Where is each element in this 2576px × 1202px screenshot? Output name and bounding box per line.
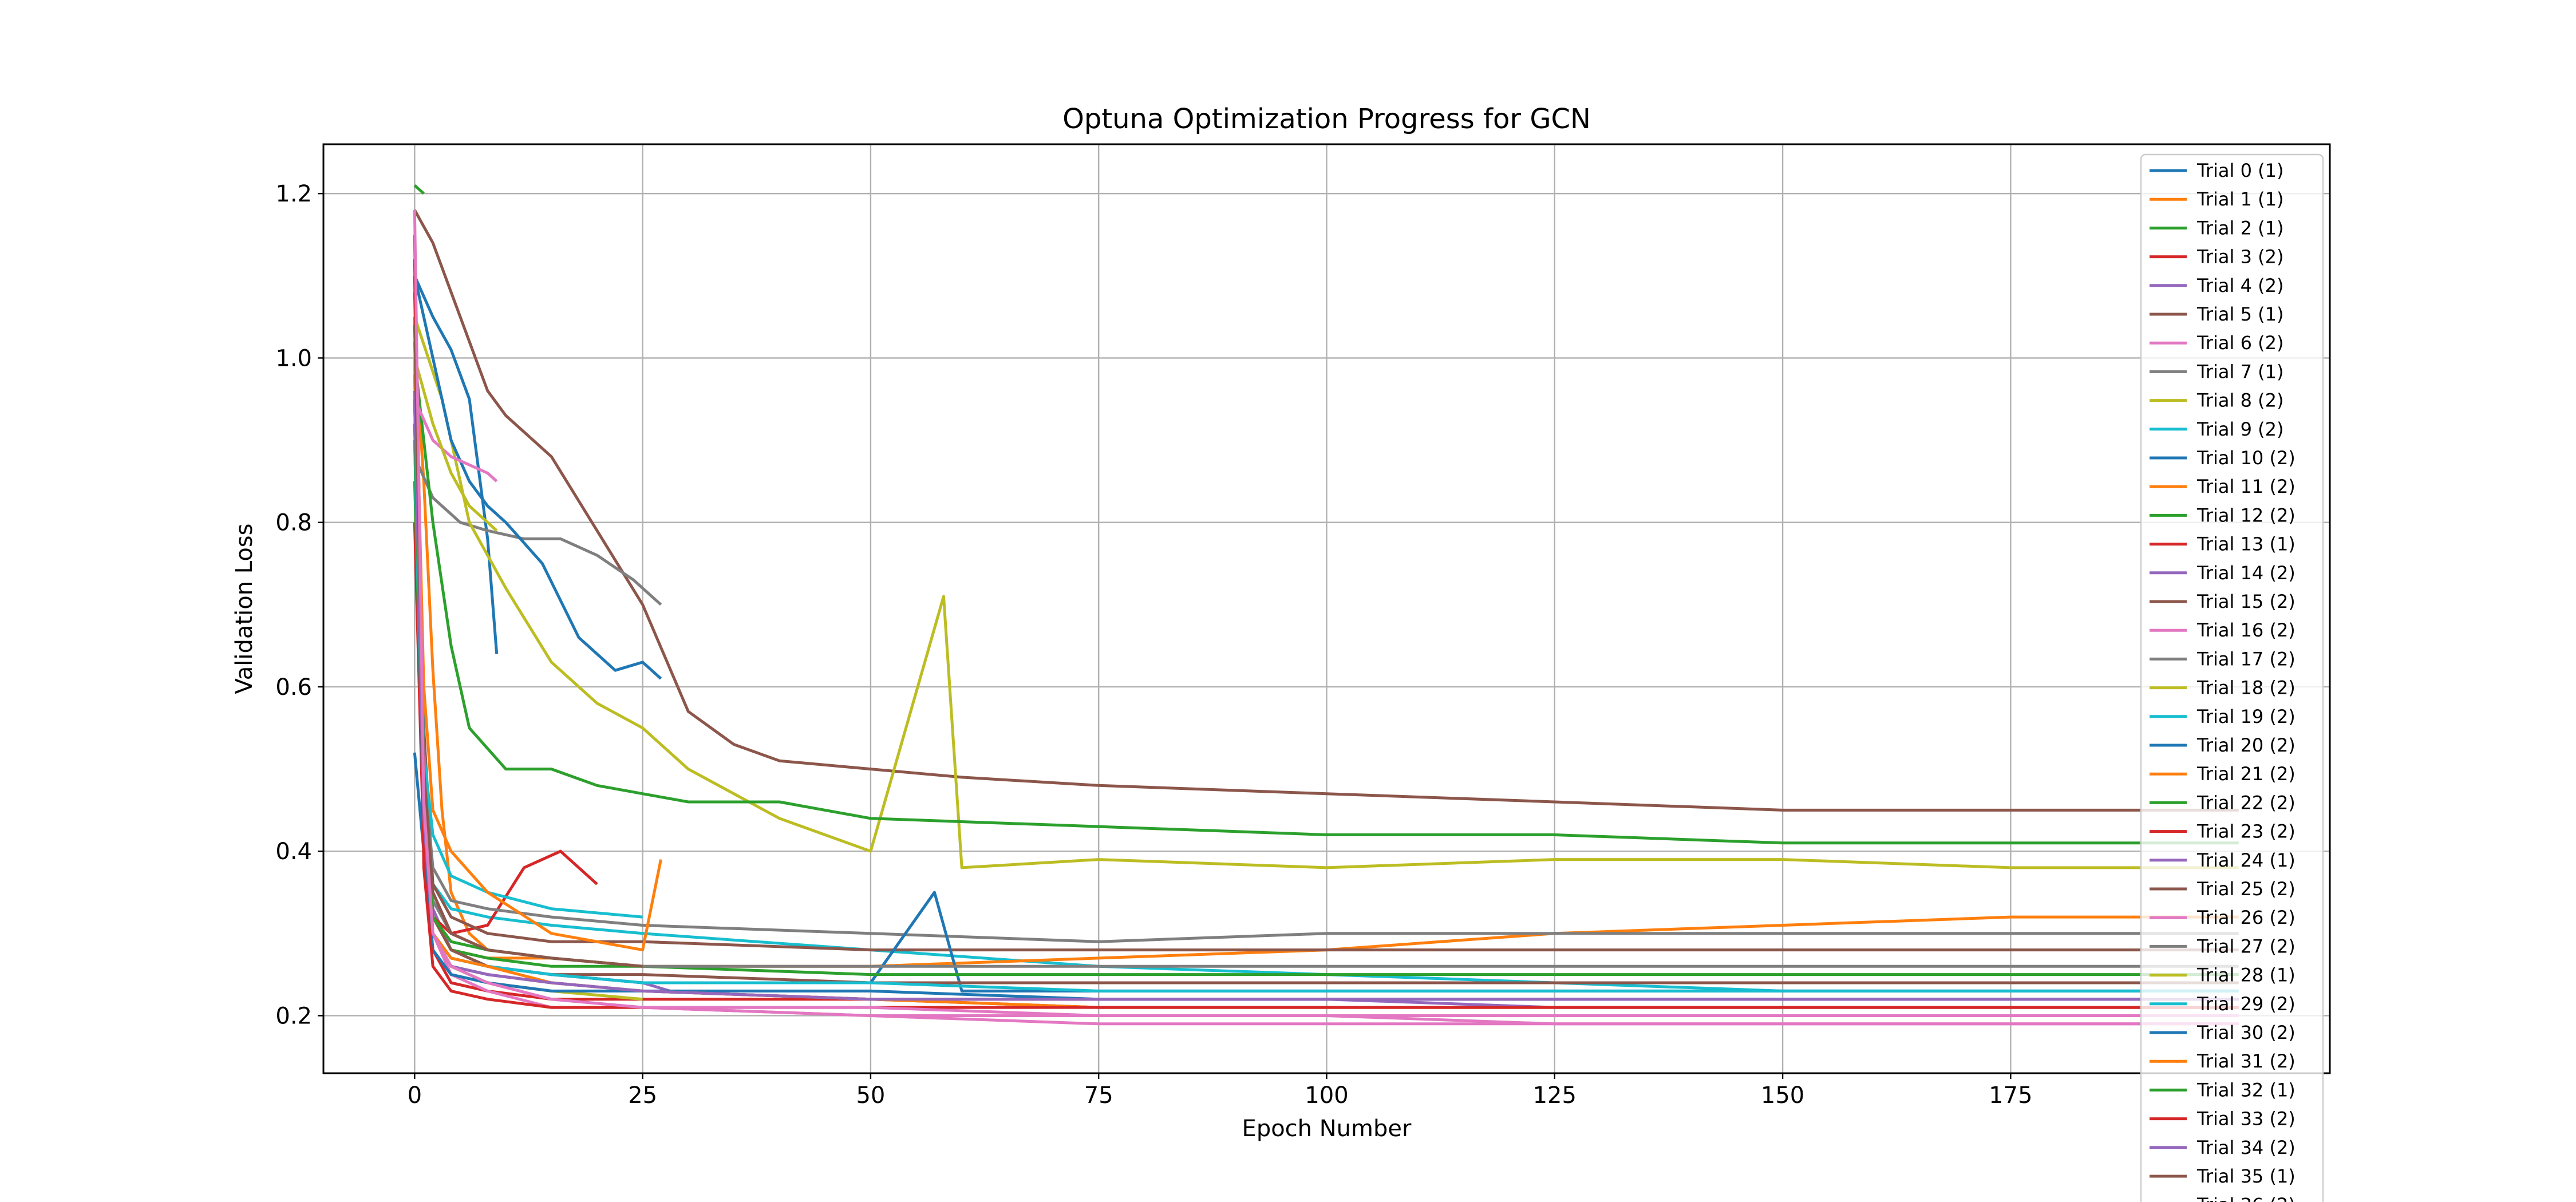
x-axis-label: Epoch Number [1242, 1116, 1412, 1142]
legend: Trial 0 (1) Trial 1 (1) Trial 2 (1) Trial 3… [2140, 153, 2324, 1202]
legend-entry-label: Trial 33 (2) [2196, 1108, 2296, 1130]
chart-title: Optuna Optimization Progress for GCN [1062, 103, 1591, 135]
legend-entry-label: Trial 19 (2) [2196, 706, 2296, 727]
legend-entry-label: Trial 7 (1) [2196, 361, 2283, 382]
legend-entry-label: Trial 16 (2) [2196, 619, 2296, 641]
x-tick-label: 150 [1761, 1082, 1804, 1109]
legend-box [2140, 153, 2324, 1202]
series-line-trial-1 [413, 341, 489, 951]
series-line-trial-10 [413, 275, 662, 680]
legend-entry-label: Trial 6 (2) [2196, 332, 2283, 354]
series-line-trial-7 [413, 456, 662, 606]
legend-entry-label: Trial 36 (2) [2196, 1194, 2296, 1202]
legend-entry-label: Trial 17 (2) [2196, 648, 2296, 670]
legend-entry-label: Trial 35 (1) [2196, 1165, 2296, 1187]
legend-entry-label: Trial 23 (2) [2196, 821, 2296, 843]
legend-entry-label: Trial 1 (1) [2196, 188, 2283, 210]
y-tick-label: 0.8 [275, 510, 312, 536]
legend-entry-label: Trial 8 (2) [2196, 390, 2283, 412]
series-line-trial-2 [413, 184, 425, 195]
legend-entry-label: Trial 27 (2) [2196, 935, 2296, 957]
series-line-trial-21 [413, 317, 662, 952]
x-tick-label: 125 [1533, 1082, 1577, 1109]
x-tick-label: 75 [1084, 1082, 1113, 1109]
ticks-layer: 0 25 50 75 100 125 150 175 0.2 0.4 0.6 0.8 1.0 1.2 [275, 181, 2032, 1109]
legend-entry-label: Trial 0 (1) [2196, 160, 2283, 181]
series-line-trial-17 [413, 399, 2239, 943]
legend-entry-label: Trial 34 (2) [2196, 1137, 2296, 1158]
legend-entry-label: Trial 10 (2) [2196, 447, 2296, 469]
legend-entry-label: Trial 18 (2) [2196, 677, 2296, 699]
series-layer [413, 184, 2239, 1026]
legend-entry-label: Trial 15 (2) [2196, 591, 2296, 612]
x-tick-label: 25 [628, 1082, 657, 1109]
series-line-trial-36 [413, 209, 2239, 1017]
legend-entry-label: Trial 4 (2) [2196, 275, 2283, 296]
y-tick-label: 1.0 [275, 345, 312, 371]
legend-entry-label: Trial 31 (2) [2196, 1050, 2296, 1072]
legend-entry-label: Trial 28 (1) [2196, 964, 2296, 986]
series-line-trial-27 [413, 317, 2239, 968]
legend-entry-label: Trial 9 (2) [2196, 418, 2283, 440]
series-line-trial-12 [413, 358, 2239, 845]
legend-entry-label: Trial 22 (2) [2196, 792, 2296, 813]
x-tick-label: 0 [408, 1082, 422, 1109]
legend-entry-label: Trial 5 (1) [2196, 303, 2283, 325]
legend-entry-label: Trial 25 (2) [2196, 878, 2296, 900]
y-tick-label: 1.2 [275, 181, 312, 207]
legend-entry-label: Trial 21 (2) [2196, 763, 2296, 785]
series-line-trial-18 [413, 357, 498, 532]
legend-entry-label: Trial 32 (1) [2196, 1079, 2296, 1101]
x-tick-label: 50 [856, 1082, 885, 1109]
series-line-trial-15 [413, 292, 2239, 952]
legend-entry-label: Trial 13 (1) [2196, 533, 2296, 555]
grid-layer [323, 144, 2330, 1073]
y-axis-label: Validation Loss [231, 524, 258, 694]
y-tick-label: 0.2 [275, 1003, 312, 1029]
legend-entry-label: Trial 11 (2) [2196, 476, 2296, 497]
legend-entry-label: Trial 14 (2) [2196, 562, 2296, 584]
legend-entry-label: Trial 12 (2) [2196, 504, 2296, 526]
legend-entry-label: Trial 24 (1) [2196, 849, 2296, 871]
series-line-trial-32 [413, 424, 643, 968]
legend-entry-label: Trial 26 (2) [2196, 907, 2296, 928]
y-tick-label: 0.4 [275, 839, 312, 865]
series-line-trial-8 [413, 316, 2239, 869]
legend-entry-label: Trial 29 (2) [2196, 993, 2296, 1015]
y-tick-label: 0.6 [275, 674, 312, 701]
legend-entry-label: Trial 20 (2) [2196, 734, 2296, 756]
legend-entry-label: Trial 2 (1) [2196, 217, 2283, 239]
legend-entry-label: Trial 30 (2) [2196, 1022, 2296, 1043]
series-line-trial-5 [413, 209, 2239, 812]
legend-entry-label: Trial 3 (2) [2196, 246, 2283, 268]
x-tick-label: 175 [1989, 1082, 2032, 1109]
x-tick-label: 100 [1305, 1082, 1348, 1109]
series-line-trial-16 [413, 398, 498, 483]
